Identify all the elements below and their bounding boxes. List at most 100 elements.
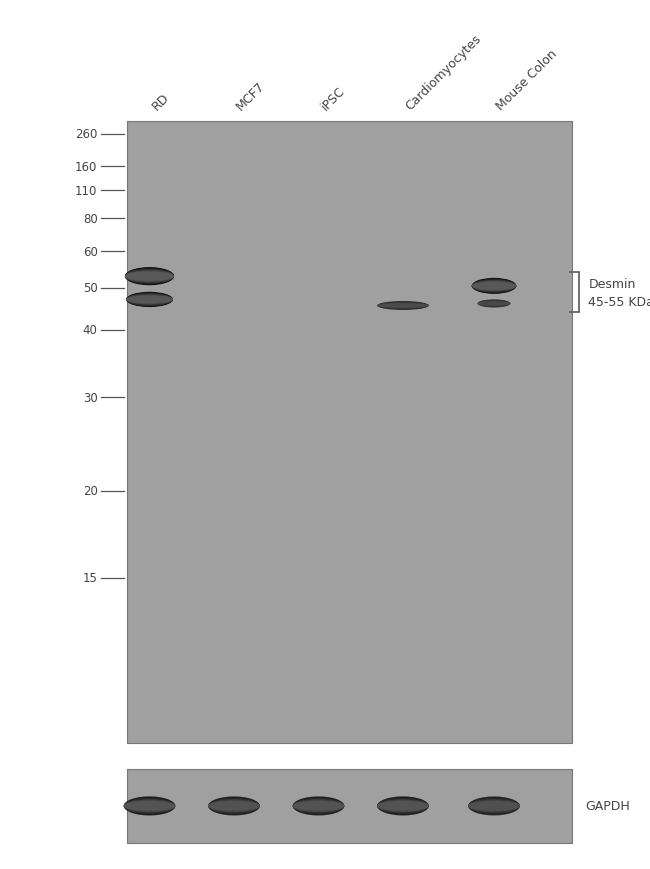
Ellipse shape [124,799,176,813]
Ellipse shape [377,799,429,813]
Ellipse shape [377,799,429,813]
Ellipse shape [478,300,510,308]
Ellipse shape [124,801,176,811]
Ellipse shape [377,304,429,308]
Ellipse shape [377,302,429,310]
Ellipse shape [208,799,260,813]
Ellipse shape [125,269,174,285]
Ellipse shape [472,280,516,294]
Text: RD: RD [150,90,172,113]
Ellipse shape [468,801,520,811]
Ellipse shape [124,798,176,814]
Ellipse shape [125,272,174,282]
Ellipse shape [478,302,510,307]
Ellipse shape [292,797,344,815]
Ellipse shape [292,798,344,814]
Ellipse shape [124,800,176,812]
Ellipse shape [124,801,176,811]
Ellipse shape [208,801,260,811]
Text: GAPDH: GAPDH [585,799,630,813]
Text: 40: 40 [83,324,98,336]
Ellipse shape [478,302,510,306]
Ellipse shape [377,801,429,811]
Text: 50: 50 [83,282,98,295]
Ellipse shape [478,301,510,308]
Ellipse shape [468,796,520,815]
Text: 80: 80 [83,213,98,225]
Ellipse shape [468,797,520,815]
Ellipse shape [292,800,344,812]
Ellipse shape [377,800,429,812]
Ellipse shape [377,798,429,814]
Ellipse shape [126,296,173,304]
Ellipse shape [208,796,260,815]
Ellipse shape [377,302,429,310]
Text: 30: 30 [83,392,98,404]
Ellipse shape [472,279,516,294]
Ellipse shape [125,269,174,284]
Ellipse shape [377,303,429,309]
Ellipse shape [472,282,516,290]
Ellipse shape [472,282,516,291]
Text: 260: 260 [75,129,98,141]
Ellipse shape [126,293,173,308]
Ellipse shape [125,271,174,283]
Ellipse shape [377,304,429,308]
Ellipse shape [377,302,429,309]
Ellipse shape [468,799,520,813]
Ellipse shape [478,302,510,306]
Ellipse shape [468,798,520,814]
Ellipse shape [377,302,429,309]
Ellipse shape [468,801,520,811]
Ellipse shape [292,799,344,813]
Ellipse shape [478,301,510,307]
Ellipse shape [125,268,174,286]
Ellipse shape [208,797,260,815]
Ellipse shape [292,801,344,811]
Text: 160: 160 [75,161,98,173]
FancyBboxPatch shape [127,122,572,743]
Ellipse shape [208,799,260,813]
Ellipse shape [208,800,260,812]
Ellipse shape [208,799,260,813]
Ellipse shape [125,269,174,285]
Ellipse shape [125,271,174,282]
Text: 20: 20 [83,485,98,497]
Ellipse shape [468,800,520,812]
Ellipse shape [126,295,173,305]
Ellipse shape [377,303,429,308]
Ellipse shape [124,799,176,813]
Text: 60: 60 [83,246,98,258]
Ellipse shape [472,281,516,292]
Ellipse shape [472,282,516,291]
Ellipse shape [478,300,510,308]
Ellipse shape [377,799,429,813]
Ellipse shape [126,293,173,308]
Ellipse shape [124,796,176,815]
Ellipse shape [126,295,173,305]
Text: Mouse Colon: Mouse Colon [494,48,560,113]
FancyBboxPatch shape [127,769,572,843]
Ellipse shape [377,796,429,815]
Ellipse shape [468,799,520,813]
Ellipse shape [126,296,173,303]
Text: 15: 15 [83,572,98,584]
Text: 110: 110 [75,185,98,197]
Ellipse shape [472,282,516,292]
Ellipse shape [292,799,344,813]
Text: iPSC: iPSC [318,84,347,113]
Ellipse shape [468,799,520,813]
Ellipse shape [124,799,176,813]
Ellipse shape [472,280,516,293]
Ellipse shape [125,273,174,281]
Ellipse shape [126,294,173,306]
Ellipse shape [478,302,510,307]
Text: Cardiomyocytes: Cardiomyocytes [403,32,484,113]
Ellipse shape [377,797,429,815]
Text: MCF7: MCF7 [234,79,268,113]
Ellipse shape [125,270,174,283]
Ellipse shape [208,798,260,814]
Ellipse shape [208,801,260,811]
Ellipse shape [377,801,429,811]
Ellipse shape [292,801,344,811]
